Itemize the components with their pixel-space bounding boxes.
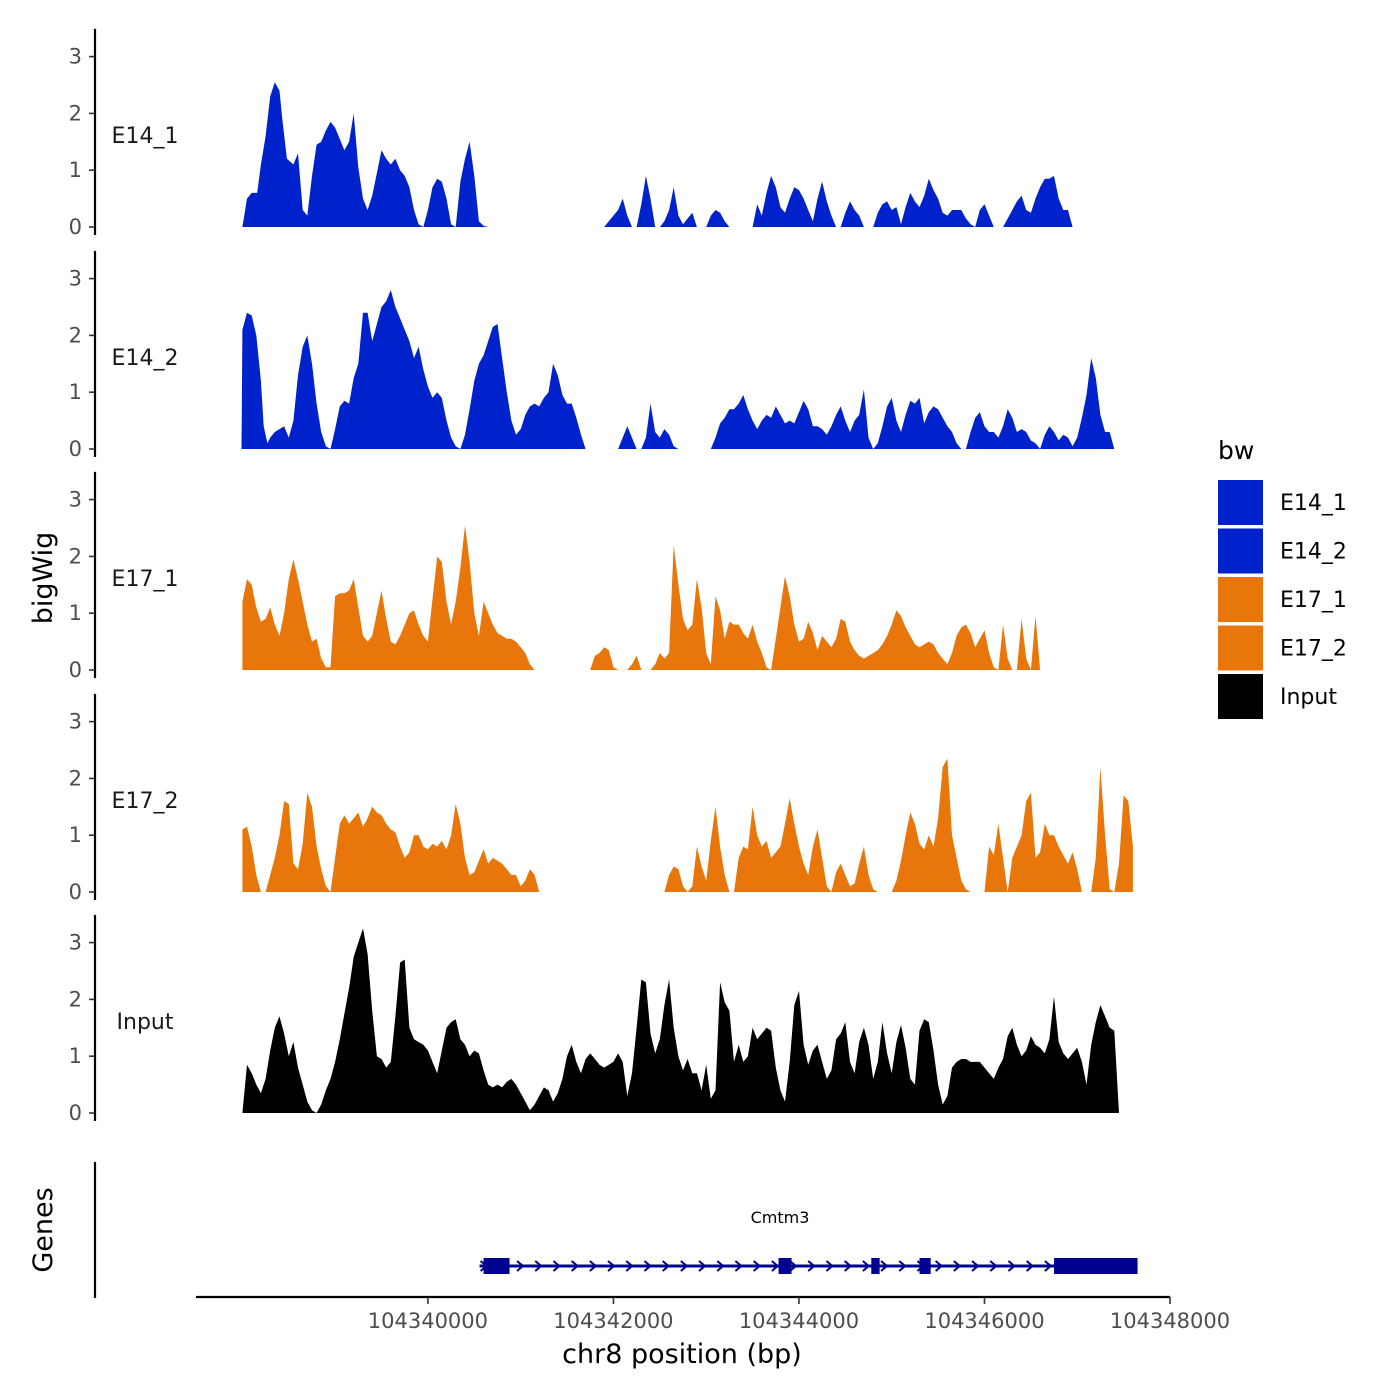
strand-arrow bbox=[680, 1260, 689, 1272]
panel-E14_2: 0 1 2 3 E14_2 bbox=[69, 250, 1143, 461]
gene-exon bbox=[483, 1258, 510, 1274]
strand-arrow bbox=[552, 1260, 561, 1272]
strand-arrow bbox=[953, 1260, 962, 1272]
gene-exon bbox=[778, 1258, 792, 1274]
x-tick-label: 104348000 bbox=[1110, 1309, 1230, 1333]
strand-arrow bbox=[625, 1260, 634, 1272]
y-tick-label: 0 bbox=[69, 437, 82, 461]
gene-exon bbox=[1054, 1258, 1138, 1274]
strand-arrow bbox=[843, 1260, 853, 1272]
area-Input bbox=[242, 928, 1119, 1113]
y-tick-label: 3 bbox=[69, 45, 82, 69]
panel-E14_1: 0 1 2 3 E14_1 bbox=[69, 28, 1133, 239]
track-label-E17_2: E17_2 bbox=[112, 789, 179, 814]
strand-arrow bbox=[516, 1260, 525, 1272]
legend-label-Input: Input bbox=[1280, 685, 1337, 710]
coverage-panels: 0 1 2 3 E14_1 0 1 2 3 E14_2 0 1 2 3 E17_1 0 1 2 3 E17_2 0 1 2 3… bbox=[69, 28, 1143, 1125]
legend-swatch-E17_2 bbox=[1218, 625, 1263, 671]
strand-arrow bbox=[1044, 1260, 1053, 1272]
area-E14_1 bbox=[604, 175, 1133, 227]
gene-label: Cmtm3 bbox=[751, 1208, 810, 1227]
y-tick-label: 2 bbox=[69, 544, 82, 568]
legend: bw E14_1 E14_2 E17_1 E17_2 Input bbox=[1218, 436, 1347, 719]
y-tick-label: 1 bbox=[69, 380, 82, 404]
strand-arrow bbox=[661, 1260, 671, 1272]
area-E14_2 bbox=[241, 290, 591, 449]
panel-Input: 0 1 2 3 Input bbox=[69, 914, 1119, 1125]
y-tick-label: 2 bbox=[69, 766, 82, 790]
strand-arrow bbox=[607, 1260, 616, 1272]
strand-arrow bbox=[1007, 1260, 1016, 1272]
strand-arrow bbox=[862, 1260, 871, 1272]
strand-arrow bbox=[807, 1260, 816, 1272]
gene-exon bbox=[871, 1258, 880, 1274]
y-tick-label: 1 bbox=[69, 823, 82, 847]
strand-arrow bbox=[734, 1260, 743, 1272]
x-axis: 104340000 104342000 104344000 104346000 1043… bbox=[196, 1295, 1230, 1333]
area-E17_2 bbox=[242, 792, 591, 892]
track-label-Input: Input bbox=[117, 1010, 174, 1035]
x-tick-label: 104344000 bbox=[739, 1309, 859, 1333]
legend-swatch-Input bbox=[1218, 674, 1263, 719]
y-tick-label: 3 bbox=[69, 931, 82, 955]
strand-arrow bbox=[1025, 1260, 1035, 1272]
gene-track: Cmtm3 bbox=[93, 1162, 1138, 1298]
legend-label-E14_2: E14_2 bbox=[1280, 540, 1347, 565]
x-tick-label: 104342000 bbox=[553, 1309, 673, 1333]
gene-exon bbox=[919, 1258, 931, 1274]
strand-arrow bbox=[971, 1260, 980, 1272]
area-E17_2 bbox=[613, 758, 1133, 892]
legend-swatch-E14_1 bbox=[1218, 480, 1263, 525]
y-tick-label: 1 bbox=[69, 1044, 82, 1068]
strand-arrow bbox=[898, 1260, 907, 1272]
y-tick-label: 1 bbox=[69, 158, 82, 182]
strand-arrow bbox=[698, 1260, 707, 1272]
panel-E17_1: 0 1 2 3 E17_1 bbox=[69, 471, 1133, 682]
genes-axis-title: Genes bbox=[28, 1187, 59, 1272]
y-tick-label: 1 bbox=[69, 601, 82, 625]
x-tick-label: 104340000 bbox=[368, 1309, 488, 1333]
strand-arrow bbox=[771, 1260, 780, 1272]
legend-title: bw bbox=[1218, 436, 1254, 465]
strand-arrow bbox=[934, 1260, 944, 1272]
strand-arrow bbox=[716, 1260, 725, 1272]
strand-arrow bbox=[752, 1260, 762, 1272]
legend-swatch-E17_1 bbox=[1218, 577, 1263, 622]
strand-arrow bbox=[570, 1260, 580, 1272]
y-axis-title: bigWig bbox=[28, 532, 59, 625]
strand-arrow bbox=[643, 1260, 652, 1272]
legend-label-E14_1: E14_1 bbox=[1280, 491, 1347, 516]
track-label-E14_2: E14_2 bbox=[112, 346, 179, 371]
x-axis-title: chr8 position (bp) bbox=[562, 1339, 802, 1370]
y-tick-label: 2 bbox=[69, 323, 82, 347]
y-tick-label: 3 bbox=[69, 267, 82, 291]
y-tick-label: 3 bbox=[69, 710, 82, 734]
y-tick-label: 0 bbox=[69, 1101, 82, 1125]
track-label-E14_1: E14_1 bbox=[112, 124, 179, 149]
strand-arrow bbox=[880, 1260, 889, 1272]
area-E17_1 bbox=[242, 525, 591, 670]
strand-arrow bbox=[789, 1260, 798, 1272]
strand-arrow bbox=[989, 1260, 998, 1272]
legend-swatch-E14_2 bbox=[1218, 528, 1263, 574]
y-tick-label: 0 bbox=[69, 880, 82, 904]
area-E14_1 bbox=[242, 82, 591, 227]
track-label-E17_1: E17_1 bbox=[112, 567, 179, 592]
x-tick-label: 104346000 bbox=[924, 1309, 1044, 1333]
y-tick-label: 2 bbox=[69, 987, 82, 1011]
area-E14_2 bbox=[618, 358, 1143, 449]
legend-label-E17_2: E17_2 bbox=[1280, 637, 1347, 662]
strand-arrow bbox=[589, 1260, 598, 1272]
strand-arrow bbox=[825, 1260, 834, 1272]
area-E17_1 bbox=[585, 545, 1133, 670]
legend-label-E17_1: E17_1 bbox=[1280, 588, 1347, 613]
strand-arrow bbox=[534, 1260, 543, 1272]
y-tick-label: 0 bbox=[69, 658, 82, 682]
panel-E17_2: 0 1 2 3 E17_2 bbox=[69, 693, 1133, 904]
y-tick-label: 3 bbox=[69, 488, 82, 512]
y-tick-label: 0 bbox=[69, 215, 82, 239]
y-tick-label: 2 bbox=[69, 101, 82, 125]
